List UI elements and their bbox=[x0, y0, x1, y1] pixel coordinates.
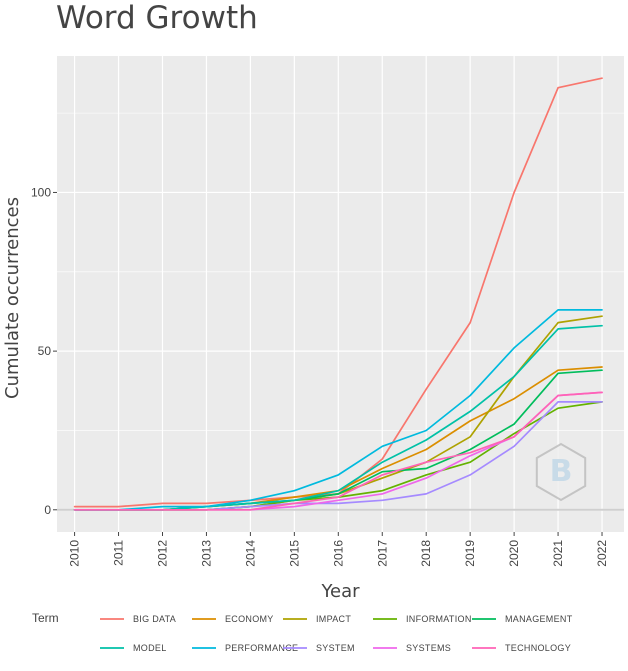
y-tick-label: 0 bbox=[44, 503, 51, 517]
x-tick-label: 2019 bbox=[463, 540, 477, 567]
x-tick-label: 2018 bbox=[419, 540, 433, 567]
legend-label: INFORMATION bbox=[406, 614, 472, 624]
x-tick-label: 2013 bbox=[199, 540, 213, 567]
watermark-hexagon bbox=[535, 442, 587, 502]
legend-label: MODEL bbox=[133, 643, 167, 653]
x-tick-label: 2016 bbox=[331, 540, 345, 567]
x-tick-label: 2010 bbox=[68, 540, 82, 567]
legend-item: ECONOMY bbox=[192, 614, 274, 624]
legend-label: BIG DATA bbox=[133, 614, 176, 624]
x-tick-label: 2014 bbox=[243, 540, 257, 567]
legend-item: MODEL bbox=[100, 643, 167, 653]
legend-item: TECHNOLOGY bbox=[472, 643, 571, 653]
legend-label: SYSTEM bbox=[316, 643, 355, 653]
legend-label: PERFORMANCE bbox=[225, 643, 298, 653]
legend-label: ECONOMY bbox=[225, 614, 274, 624]
legend-item: BIG DATA bbox=[100, 614, 176, 624]
y-axis-label: Cumulate occurrences bbox=[2, 197, 23, 399]
plot-background bbox=[57, 56, 624, 532]
logo-watermark: B bbox=[535, 442, 587, 502]
legend-item: PERFORMANCE bbox=[192, 643, 298, 653]
x-tick-label: 2020 bbox=[507, 540, 521, 567]
legend-label: TECHNOLOGY bbox=[505, 643, 571, 653]
legend-label: IMPACT bbox=[316, 614, 351, 624]
series-line-performance bbox=[73, 309, 603, 511]
y-tick-label: 50 bbox=[38, 344, 52, 358]
x-tick-label: 2015 bbox=[287, 540, 301, 567]
legend-label: SYSTEMS bbox=[406, 643, 451, 653]
legend-item: INFORMATION bbox=[373, 614, 472, 624]
legend-title: Term bbox=[32, 611, 59, 625]
x-tick-label: 2017 bbox=[375, 540, 389, 567]
legend-label: MANAGEMENT bbox=[505, 614, 573, 624]
y-tick-label: 100 bbox=[31, 185, 51, 199]
x-axis-label: Year bbox=[320, 581, 360, 602]
legend-item: SYSTEM bbox=[283, 643, 355, 653]
x-tick-label: 2021 bbox=[551, 540, 565, 567]
series-lines bbox=[73, 77, 603, 511]
x-axis-ticks: 2010 2011 2012 2013 2014 2015 2016 2017 2018 2019… bbox=[68, 532, 609, 567]
legend-item: MANAGEMENT bbox=[472, 614, 573, 624]
x-tick-label: 2012 bbox=[155, 540, 169, 567]
watermark-glyph: B bbox=[550, 454, 573, 489]
x-tick-label: 2022 bbox=[595, 540, 609, 567]
legend-item: IMPACT bbox=[283, 614, 351, 624]
series-line-technology bbox=[73, 391, 603, 511]
x-tick-label: 2011 bbox=[112, 540, 126, 566]
legend-item: SYSTEMS bbox=[373, 643, 451, 653]
chart-title: Word Growth bbox=[56, 0, 258, 36]
y-axis-ticks: 0 50 100 bbox=[31, 185, 57, 517]
legend: Term BIG DATA ECONOMY IMPACT INFORMATION MANA… bbox=[32, 611, 573, 653]
